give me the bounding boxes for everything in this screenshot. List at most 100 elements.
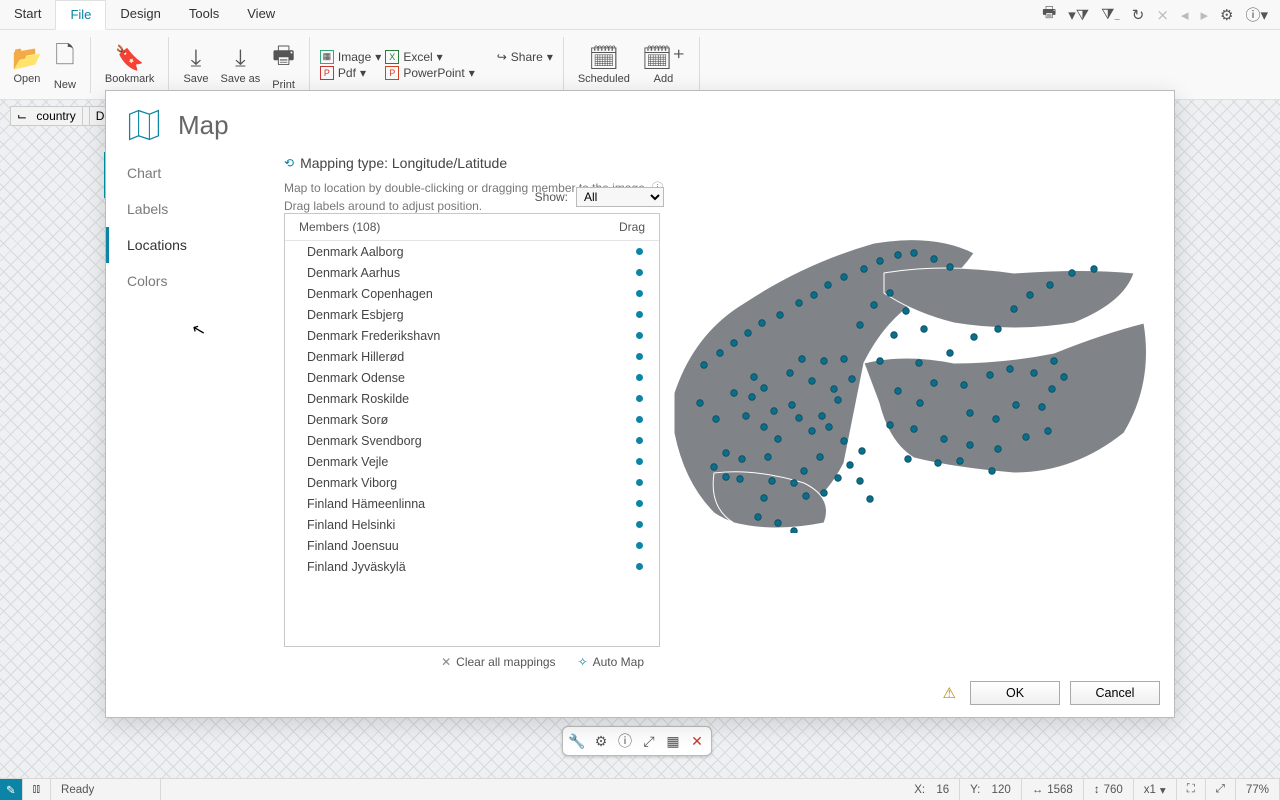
map-location-dot[interactable] [895, 388, 902, 395]
member-row[interactable]: Denmark Svendborg [285, 430, 659, 451]
export-excel[interactable]: XExcel ▾ [385, 50, 474, 64]
map-location-dot[interactable] [811, 292, 818, 299]
map-location-dot[interactable] [1031, 370, 1038, 377]
bookmark-button[interactable]: 🔖Bookmark [101, 44, 159, 85]
member-row[interactable]: Finland Jyväskylä [285, 556, 659, 577]
map-location-dot[interactable] [1039, 404, 1046, 411]
map-location-dot[interactable] [835, 397, 842, 404]
map-location-dot[interactable] [887, 290, 894, 297]
members-list[interactable]: Denmark AalborgDenmark AarhusDenmark Cop… [285, 241, 659, 646]
map-location-dot[interactable] [713, 416, 720, 423]
map-location-dot[interactable] [859, 448, 866, 455]
member-row[interactable]: Denmark Hillerød [285, 346, 659, 367]
gear-icon[interactable]: ⚙ [590, 730, 612, 752]
map-location-dot[interactable] [723, 474, 730, 481]
map-location-dot[interactable] [809, 378, 816, 385]
member-row[interactable]: Finland Helsinki [285, 514, 659, 535]
map-location-dot[interactable] [787, 370, 794, 377]
map-location-dot[interactable] [831, 386, 838, 393]
map-location-dot[interactable] [935, 460, 942, 467]
cancel-button[interactable]: Cancel [1070, 681, 1160, 705]
map-location-dot[interactable] [957, 458, 964, 465]
map-location-dot[interactable] [971, 334, 978, 341]
map-location-dot[interactable] [1045, 428, 1052, 435]
map-location-dot[interactable] [697, 400, 704, 407]
member-row[interactable]: Denmark Vejle [285, 451, 659, 472]
map-location-dot[interactable] [1051, 358, 1058, 365]
member-row[interactable]: Denmark Copenhagen [285, 283, 659, 304]
map-location-dot[interactable] [841, 274, 848, 281]
member-dot-icon[interactable] [636, 332, 643, 339]
member-row[interactable]: Denmark Esbjerg [285, 304, 659, 325]
map-location-dot[interactable] [717, 350, 724, 357]
map-location-dot[interactable] [731, 390, 738, 397]
map-location-dot[interactable] [1069, 270, 1076, 277]
member-row[interactable]: Finland Hämeenlinna [285, 493, 659, 514]
map-location-dot[interactable] [1047, 282, 1054, 289]
member-dot-icon[interactable] [636, 437, 643, 444]
map-location-dot[interactable] [887, 422, 894, 429]
member-dot-icon[interactable] [636, 542, 643, 549]
save-button[interactable]: ⤓Save [179, 45, 212, 85]
map-location-dot[interactable] [989, 468, 996, 475]
new-button[interactable]: 🗋New [50, 38, 80, 91]
map-location-dot[interactable] [861, 266, 868, 273]
map-location-dot[interactable] [841, 356, 848, 363]
member-dot-icon[interactable] [636, 353, 643, 360]
map-location-dot[interactable] [1013, 402, 1020, 409]
map-location-dot[interactable] [761, 495, 768, 502]
map-location-dot[interactable] [796, 300, 803, 307]
tab-start[interactable]: Start [0, 0, 55, 29]
map-location-dot[interactable] [777, 312, 784, 319]
mode-edit-icon[interactable]: ✎ [0, 779, 23, 800]
grid-icon[interactable]: ▦ [662, 730, 684, 752]
map-location-dot[interactable] [769, 478, 776, 485]
settings-icon[interactable]: ⚙ [1220, 6, 1233, 24]
member-dot-icon[interactable] [636, 563, 643, 570]
expand-icon[interactable]: ⤢ [638, 730, 660, 752]
wrench-icon[interactable]: 🔧 [566, 730, 588, 752]
map-location-dot[interactable] [911, 250, 918, 257]
map-location-dot[interactable] [987, 372, 994, 379]
map-location-dot[interactable] [701, 362, 708, 369]
map-location-dot[interactable] [895, 252, 902, 259]
member-dot-icon[interactable] [636, 395, 643, 402]
map-location-dot[interactable] [841, 438, 848, 445]
nav-next-icon[interactable]: ▸ [1200, 6, 1208, 24]
status-zoom[interactable]: 77% [1236, 779, 1280, 800]
map-location-dot[interactable] [775, 436, 782, 443]
close-icon[interactable]: ✕ [686, 730, 708, 752]
tab-tools[interactable]: Tools [175, 0, 233, 29]
cross-icon[interactable]: ⨯ [1156, 6, 1169, 24]
map-location-dot[interactable] [1023, 434, 1030, 441]
filter-clear-icon[interactable]: ⧩₋ [1101, 6, 1120, 23]
map-location-dot[interactable] [931, 380, 938, 387]
mode-chart-icon[interactable]: ⫾⫾ [23, 779, 51, 800]
auto-map-button[interactable]: ✧Auto Map [578, 655, 644, 669]
member-row[interactable]: Denmark Roskilde [285, 388, 659, 409]
nav-prev-icon[interactable]: ◂ [1181, 6, 1189, 24]
map-location-dot[interactable] [796, 415, 803, 422]
tab-design[interactable]: Design [106, 0, 174, 29]
map-location-dot[interactable] [771, 408, 778, 415]
info-icon[interactable]: ⓘ [614, 730, 636, 752]
member-row[interactable]: Denmark Odense [285, 367, 659, 388]
map-location-dot[interactable] [745, 330, 752, 337]
map-location-dot[interactable] [849, 376, 856, 383]
fit-icon[interactable]: ⛶ [1177, 779, 1206, 800]
map-location-dot[interactable] [819, 413, 826, 420]
member-dot-icon[interactable] [636, 374, 643, 381]
map-location-dot[interactable] [1091, 266, 1098, 273]
print-button[interactable]: 🖶Print [268, 38, 299, 91]
sidebar-item-locations[interactable]: Locations [106, 227, 264, 263]
map-location-dot[interactable] [947, 350, 954, 357]
member-dot-icon[interactable] [636, 458, 643, 465]
map-location-dot[interactable] [759, 320, 766, 327]
map-location-dot[interactable] [835, 475, 842, 482]
member-row[interactable]: Denmark Frederikshavn [285, 325, 659, 346]
map-location-dot[interactable] [743, 413, 750, 420]
scheduled-button[interactable]: 🗓Scheduled [574, 44, 634, 85]
map-location-dot[interactable] [1007, 366, 1014, 373]
map-location-dot[interactable] [891, 332, 898, 339]
map-location-dot[interactable] [723, 450, 730, 457]
